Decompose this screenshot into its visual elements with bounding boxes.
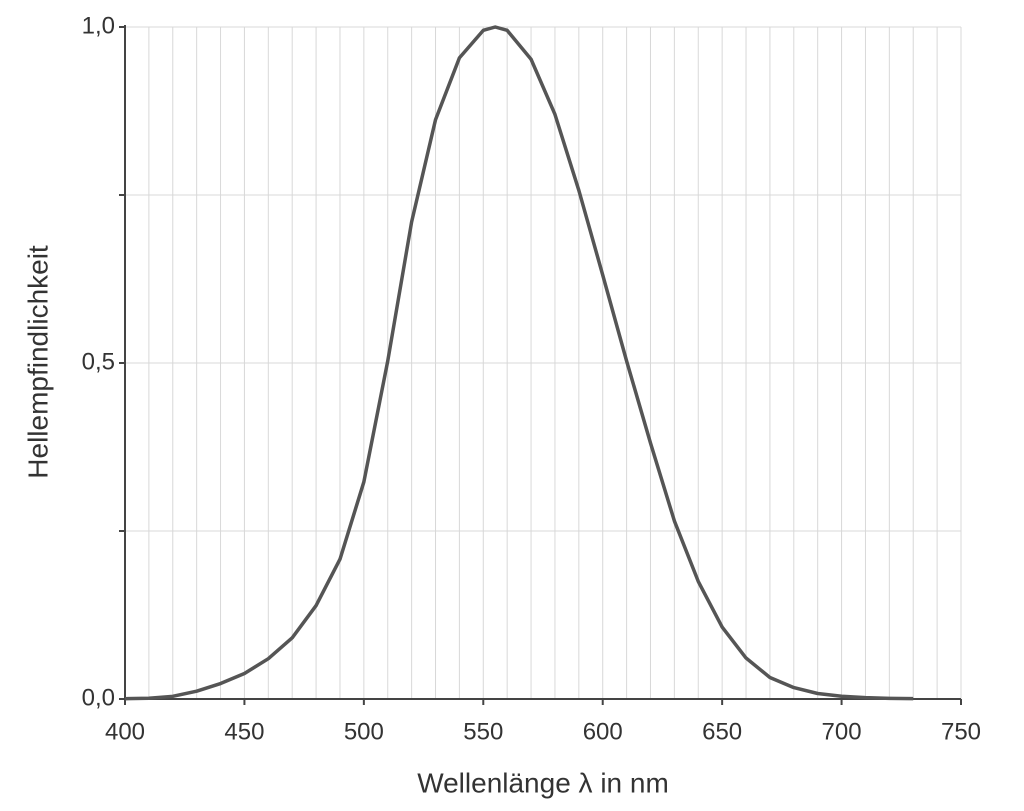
curve (124, 25, 914, 701)
x-axis-label: Wellenlänge λ in nm (417, 767, 669, 798)
y-tick-label: 0,0 (82, 684, 115, 711)
x-tick-label: 750 (941, 718, 981, 745)
y-tick-label: 0,5 (82, 348, 115, 375)
x-tick-label: 650 (702, 718, 742, 745)
x-tick-label: 400 (105, 718, 145, 745)
y-tick-label: 1,0 (82, 12, 115, 39)
x-tick-label: 700 (822, 718, 862, 745)
x-tick-label: 450 (224, 718, 264, 745)
y-axis-label: Hellempfindlichkeit (22, 245, 53, 479)
x-tick-label: 500 (344, 718, 384, 745)
x-tick-label: 550 (463, 718, 503, 745)
x-tick-label: 600 (583, 718, 623, 745)
